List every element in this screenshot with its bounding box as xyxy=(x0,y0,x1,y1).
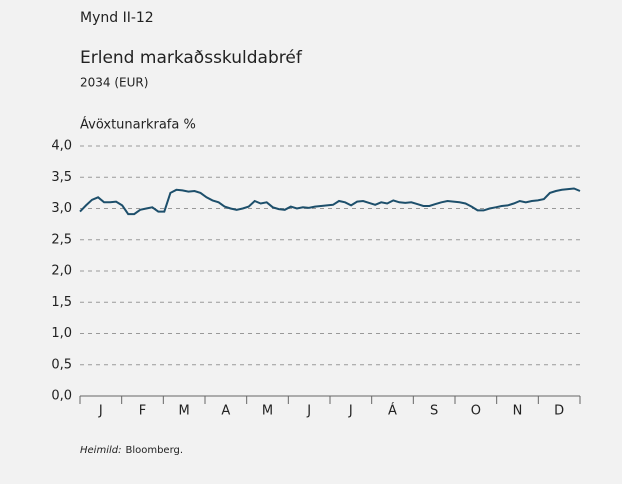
y-tick-label: 2,0 xyxy=(51,264,72,279)
x-tick-label: N xyxy=(513,404,523,419)
chart-subtitle: 2034 (EUR) xyxy=(80,76,148,90)
x-tick-label: D xyxy=(554,404,564,419)
x-tick-label: J xyxy=(306,404,311,419)
source: Heimild: Bloomberg. xyxy=(80,445,183,456)
y-tick-label: 1,5 xyxy=(51,295,72,310)
x-tick-label: O xyxy=(471,404,481,419)
x-tick-label: J xyxy=(98,404,103,419)
x-tick-label: A xyxy=(221,404,230,419)
y-tick-label: 0,0 xyxy=(51,389,72,404)
y-axis-label: Ávöxtunarkrafa % xyxy=(80,117,196,133)
y-tick-label: 3,5 xyxy=(51,170,72,185)
figure-label: Mynd II-12 xyxy=(80,10,154,26)
y-tick-label: 1,0 xyxy=(51,326,72,341)
y-tick-label: 3,0 xyxy=(51,201,72,216)
x-tick-label: F xyxy=(139,404,146,419)
x-tick-label: J xyxy=(348,404,353,419)
y-tick-label: 2,5 xyxy=(51,232,72,247)
x-tick-label: S xyxy=(430,404,438,419)
x-tick-label: M xyxy=(262,404,273,419)
line-series xyxy=(79,187,581,216)
y-tick-label: 0,5 xyxy=(51,357,72,372)
source-text: Bloomberg. xyxy=(125,445,183,456)
y-tick-label: 4,0 xyxy=(51,139,72,154)
x-tick-label: M xyxy=(179,404,190,419)
source-label: Heimild: xyxy=(80,445,121,456)
chart-title: Erlend markaðsskuldabréf xyxy=(80,48,303,68)
x-tick-label: Á xyxy=(388,403,397,419)
